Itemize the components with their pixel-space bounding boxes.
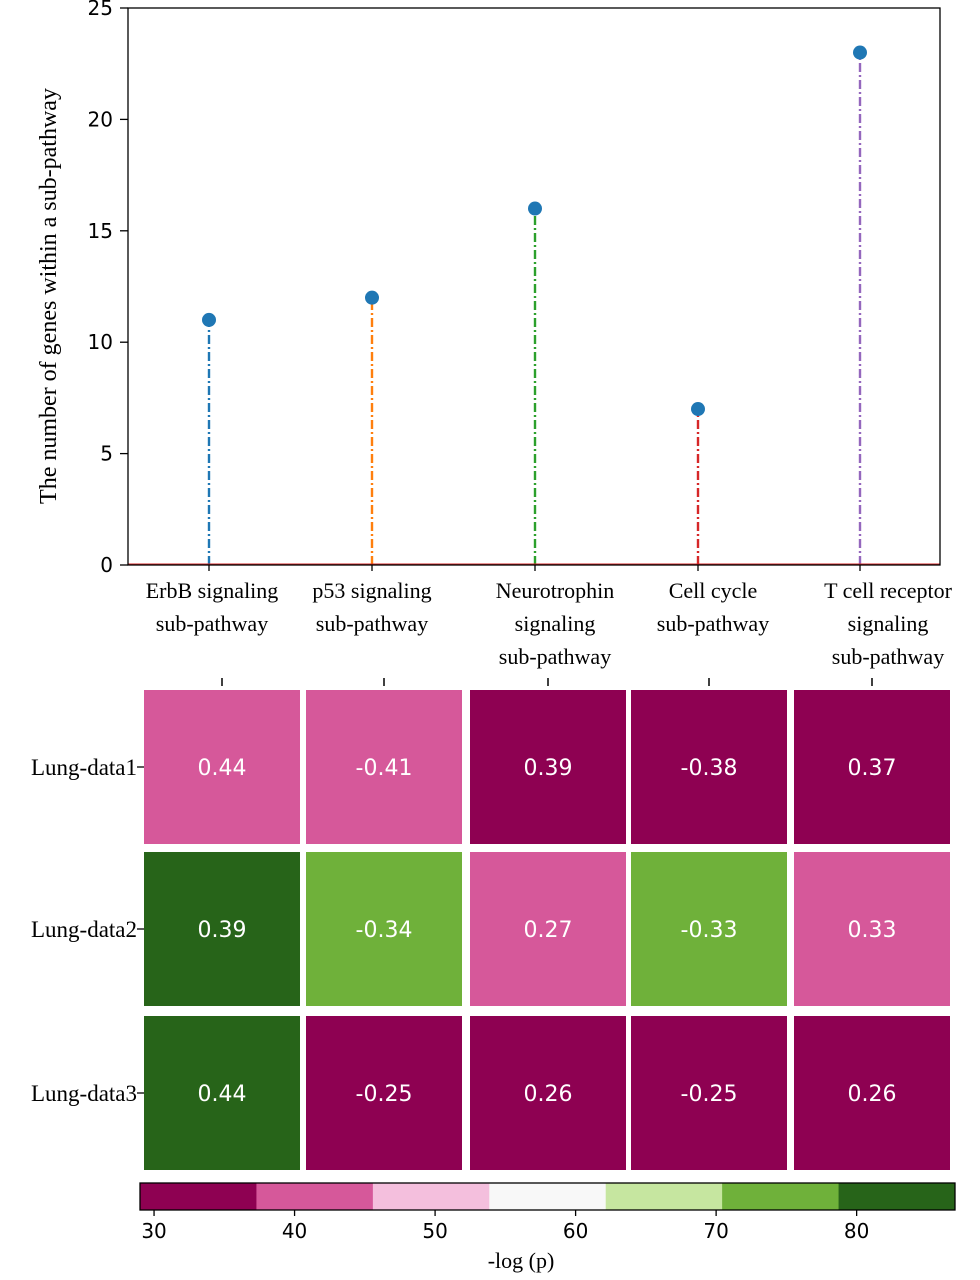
stem-marker — [528, 201, 542, 216]
x-tick-label: signaling — [848, 611, 929, 636]
heatmap-cell — [794, 1016, 950, 1170]
heatmap-cell — [794, 852, 950, 1006]
colorbar-tick-label: 70 — [703, 1219, 728, 1243]
colorbar-segment — [140, 1183, 257, 1210]
stem-series — [207, 52, 862, 565]
stem-y-axis-label: The number of genes within a sub-pathway — [36, 88, 62, 504]
heatmap-cell-value: -0.25 — [681, 1082, 738, 1107]
heatmap-row-labels: Lung-data1 Lung-data2 Lung-data3 — [31, 755, 144, 1106]
stem-marker — [365, 290, 379, 305]
heatmap-cell — [631, 1016, 787, 1170]
heatmap-cell-value: 0.26 — [848, 1082, 897, 1107]
heatmap-cell-value: 0.39 — [198, 918, 247, 943]
colorbar-tick-label: 80 — [844, 1219, 869, 1243]
stem-markers — [202, 45, 867, 417]
x-tick-label: signaling — [515, 611, 596, 636]
x-tick-label: Cell cycle — [669, 578, 758, 603]
heatmap-cell — [470, 1016, 626, 1170]
stem-marker — [202, 312, 216, 327]
x-tick-label: sub-pathway — [657, 611, 769, 636]
heatmap-cell-value: 0.27 — [524, 918, 573, 943]
x-tick-label: Neurotrophin — [496, 578, 615, 603]
colorbar: 30 40 50 60 70 80 -log (p) — [139, 1182, 956, 1273]
x-tick-label: sub-pathway — [156, 611, 268, 636]
heatmap-cell-value: -0.38 — [681, 756, 738, 781]
y-tick-label: 25 — [88, 0, 113, 20]
colorbar-segment — [256, 1183, 374, 1210]
colorbar-segment — [722, 1183, 840, 1210]
heatmap-cell-value: 0.33 — [848, 918, 897, 943]
heatmap-row-label: Lung-data1 — [31, 755, 137, 780]
heatmap-cell — [470, 690, 626, 844]
colorbar-segment — [838, 1183, 956, 1210]
stem-plot-frame — [127, 7, 941, 566]
colorbar-swatches — [140, 1183, 956, 1210]
y-tick-label: 0 — [100, 553, 113, 577]
stem-x-axis: ErbB signaling sub-pathway p53 signaling su… — [146, 565, 953, 669]
heatmap-cell-value: 0.39 — [524, 756, 573, 781]
heatmap-cell-value: -0.33 — [681, 918, 738, 943]
heatmap-cell-value: -0.34 — [356, 918, 413, 943]
y-tick-label: 20 — [88, 107, 113, 131]
colorbar-frame — [139, 1182, 956, 1211]
heatmap-cell-value: 0.37 — [848, 756, 897, 781]
x-tick-label: ErbB signaling — [146, 578, 279, 603]
colorbar-tick-label: 50 — [422, 1219, 447, 1243]
stem-marker — [691, 402, 705, 417]
heatmap-cell-value: 0.44 — [198, 756, 247, 781]
y-tick-label: 5 — [100, 442, 113, 466]
stem-chart: 0 5 10 15 20 25 ErbB signaling sub-pathway p53 … — [36, 0, 953, 669]
stem-y-axis: 0 5 10 15 20 25 — [88, 0, 128, 577]
colorbar-segment — [372, 1183, 490, 1210]
heatmap-cell — [470, 852, 626, 1006]
heatmap-cell — [144, 852, 300, 1006]
heatmap-cell — [306, 1016, 462, 1170]
heatmap-cell — [631, 852, 787, 1006]
x-tick-label: T cell receptor — [824, 578, 953, 603]
heatmap-cell-value: -0.41 — [356, 756, 413, 781]
colorbar-segment — [605, 1183, 723, 1210]
heatmap-cells: 0.44 -0.41 0.39 -0.38 0.37 0.39 -0.34 0.27 -0.33… — [144, 690, 950, 1170]
x-tick-label: sub-pathway — [316, 611, 428, 636]
heatmap-row-label: Lung-data2 — [31, 917, 137, 942]
x-tick-label: sub-pathway — [499, 644, 611, 669]
stem-marker — [853, 45, 867, 60]
heatmap-row-label: Lung-data3 — [31, 1081, 137, 1106]
heatmap-cell — [794, 690, 950, 844]
heatmap-cell — [631, 690, 787, 844]
colorbar-tick-label: 30 — [141, 1219, 166, 1243]
x-tick-label: p53 signaling — [312, 578, 431, 603]
y-tick-label: 10 — [88, 330, 113, 354]
y-tick-label: 15 — [88, 219, 113, 243]
heatmap-top-ticks — [221, 678, 873, 686]
heatmap-cell — [306, 852, 462, 1006]
colorbar-tick-label: 40 — [282, 1219, 307, 1243]
heatmap-cell-value: -0.25 — [356, 1082, 413, 1107]
heatmap-cell-value: 0.44 — [198, 1082, 247, 1107]
colorbar-segment — [489, 1183, 607, 1210]
heatmap-cell — [144, 690, 300, 844]
heatmap: 0.44 -0.41 0.39 -0.38 0.37 0.39 -0.34 0.27 -0.33… — [31, 678, 950, 1170]
heatmap-cell — [144, 1016, 300, 1170]
colorbar-ticks: 30 40 50 60 70 80 — [141, 1210, 869, 1243]
colorbar-tick-label: 60 — [563, 1219, 588, 1243]
heatmap-cell — [306, 690, 462, 844]
x-tick-label: sub-pathway — [832, 644, 944, 669]
heatmap-cell-value: 0.26 — [524, 1082, 573, 1107]
colorbar-label: -log (p) — [488, 1248, 555, 1273]
